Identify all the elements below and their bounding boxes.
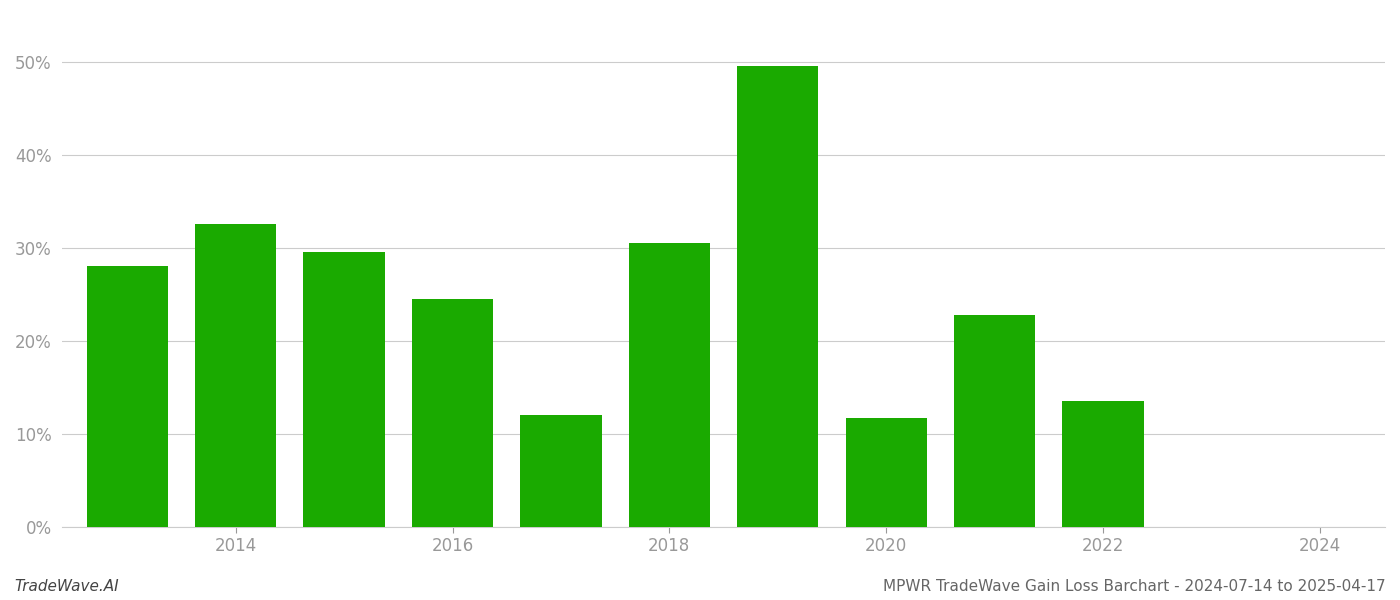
- Text: TradeWave.AI: TradeWave.AI: [14, 579, 119, 594]
- Bar: [521, 415, 602, 527]
- Bar: [846, 418, 927, 527]
- Bar: [304, 252, 385, 527]
- Bar: [412, 299, 493, 527]
- Text: MPWR TradeWave Gain Loss Barchart - 2024-07-14 to 2025-04-17: MPWR TradeWave Gain Loss Barchart - 2024…: [883, 579, 1386, 594]
- Bar: [195, 224, 276, 527]
- Bar: [738, 66, 819, 527]
- Bar: [953, 314, 1036, 527]
- Bar: [629, 243, 710, 527]
- Bar: [1063, 401, 1144, 527]
- Bar: [87, 266, 168, 527]
